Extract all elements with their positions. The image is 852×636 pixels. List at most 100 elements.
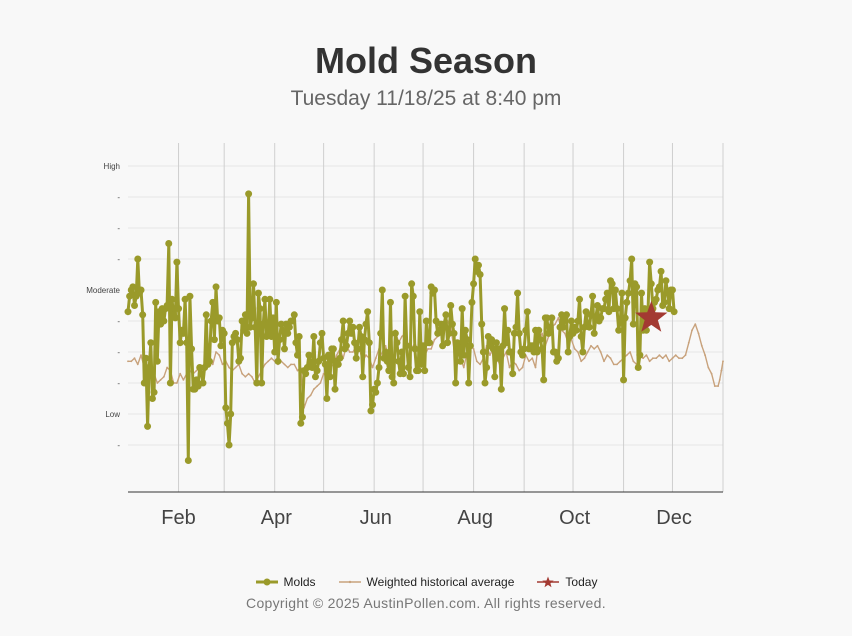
historical-average-point [707, 366, 710, 369]
molds-data-point [452, 379, 460, 387]
molds-data-point [272, 298, 280, 306]
molds-data-point [629, 320, 637, 328]
legend-label-historical: Weighted historical average [366, 575, 515, 589]
molds-data-point [386, 298, 394, 306]
molds-data-point [590, 329, 598, 337]
molds-data-point [662, 277, 670, 285]
historical-average-point [166, 366, 169, 369]
molds-data-point [367, 407, 375, 415]
molds-data-point [453, 339, 461, 347]
historical-average-point [684, 354, 687, 356]
historical-average-point [488, 354, 491, 356]
historical-average-point [661, 357, 664, 360]
historical-average-point [316, 385, 318, 387]
historical-average-point [580, 360, 583, 363]
historical-average-point [697, 332, 700, 335]
molds-data-point [302, 370, 310, 378]
legend-item-molds[interactable]: Molds [255, 575, 316, 589]
molds-data-point [222, 404, 230, 412]
molds-data-point [274, 357, 282, 365]
molds-data-point [444, 339, 452, 347]
molds-data-point [359, 373, 367, 381]
historical-average-point [159, 379, 162, 381]
molds-data-point [245, 190, 253, 198]
historical-average-point [616, 363, 618, 366]
molds-data-point [620, 376, 628, 384]
molds-data-point [163, 302, 171, 309]
molds-data-point [134, 255, 142, 263]
molds-data-point [554, 354, 562, 362]
molds-data-point [426, 339, 434, 347]
historical-average-point [130, 360, 133, 363]
molds-data-point [175, 305, 183, 313]
molds-data-point [403, 342, 411, 350]
molds-data-point [318, 329, 326, 337]
historical-average-point [156, 382, 159, 384]
molds-data-point [559, 323, 567, 331]
molds-data-point [546, 323, 554, 331]
molds-data-point [238, 317, 246, 325]
historical-average-point [655, 357, 658, 360]
molds-data-point [269, 314, 277, 322]
molds-data-point [504, 326, 512, 334]
molds-data-point [297, 419, 305, 427]
molds-data-point [483, 364, 491, 371]
legend-item-today[interactable]: Today [536, 575, 597, 589]
legend-item-historical[interactable]: Weighted historical average [338, 575, 515, 589]
molds-data-point [655, 283, 663, 291]
molds-data-point [126, 292, 134, 300]
molds-data-point [492, 339, 500, 347]
legend-label-today: Today [565, 575, 598, 589]
molds-data-point [618, 289, 626, 297]
molds-data-point [491, 373, 499, 381]
molds-data-point [391, 329, 399, 337]
molds-data-point [479, 348, 487, 356]
molds-data-point [256, 305, 264, 313]
molds-data-point [145, 364, 153, 371]
historical-average-point [722, 360, 724, 363]
historical-average-point [665, 354, 667, 356]
historical-average-point [700, 344, 703, 347]
molds-data-point [603, 289, 611, 297]
molds-data-point [168, 295, 176, 303]
molds-data-point [383, 357, 391, 365]
molds-data-point [160, 317, 168, 325]
historical-average-point [371, 366, 374, 369]
molds-data-point [246, 323, 254, 331]
historical-average-point [577, 351, 579, 353]
molds-data-point [623, 298, 631, 306]
molds-data-point [538, 345, 546, 353]
historical-average-point [619, 360, 622, 363]
historical-average-point [531, 357, 534, 360]
molds-data-point [140, 379, 148, 387]
historical-average-point [218, 354, 221, 356]
molds-data-point [522, 326, 530, 334]
molds-data-point [660, 298, 668, 306]
historical-average-point [475, 360, 478, 363]
molds-data-point [223, 419, 231, 427]
molds-data-point [470, 280, 478, 288]
molds-data-point [199, 379, 207, 387]
molds-data-point [652, 295, 660, 303]
molds-data-point [585, 323, 593, 331]
molds-data-point [259, 320, 267, 328]
historical-average-point [713, 385, 716, 387]
historical-average-point [433, 338, 436, 341]
molds-data-point [514, 289, 522, 297]
historical-average-point [479, 363, 482, 366]
historical-average-point [671, 357, 674, 360]
historical-average-point [427, 348, 429, 350]
molds-data-point [298, 413, 306, 421]
historical-average-point [674, 354, 677, 356]
molds-data-point [615, 326, 623, 334]
historical-average-point [515, 363, 517, 366]
molds-data-point [215, 314, 223, 322]
molds-data-point [266, 295, 274, 303]
historical-average-point [211, 363, 214, 366]
molds-data-point [336, 354, 344, 362]
molds-data-point [171, 314, 179, 322]
legend-historical-swatch [338, 580, 361, 584]
molds-data-point [217, 342, 225, 350]
molds-data-point [435, 326, 443, 334]
legend-today-swatch [537, 576, 560, 588]
